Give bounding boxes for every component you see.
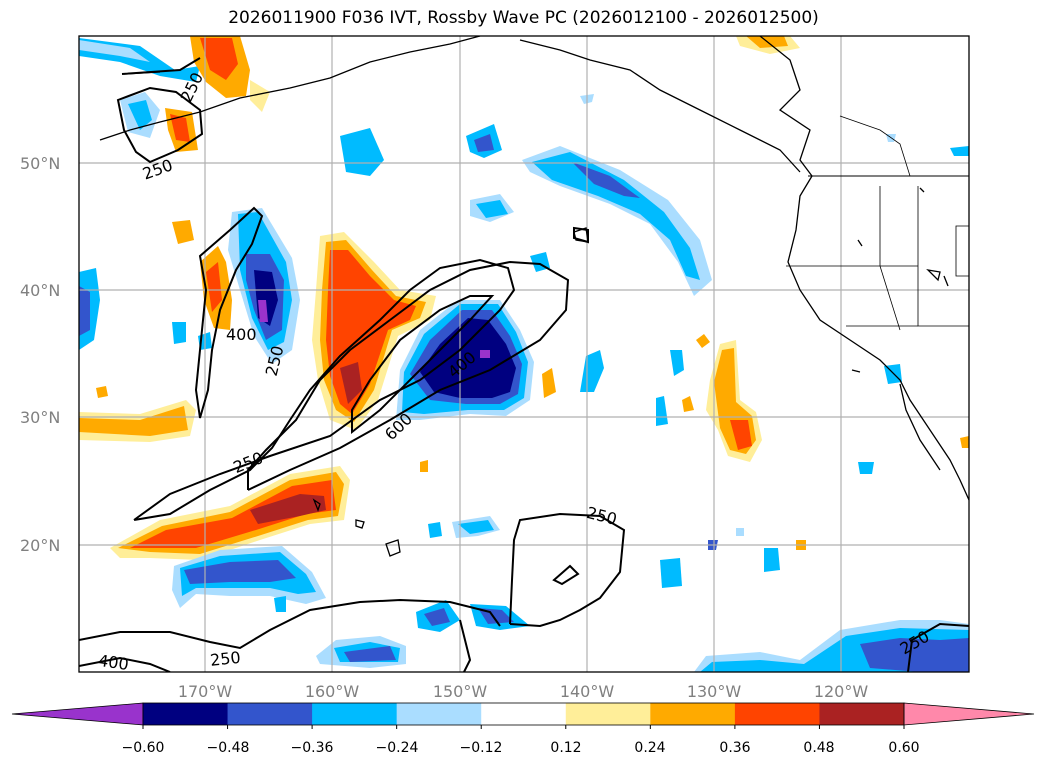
colorbar [11, 702, 1035, 729]
colorbar-extend-min [11, 702, 144, 726]
lon-label: 120°W [814, 682, 869, 701]
map-title: 2026011900 F036 IVT, Rossby Wave PC (202… [228, 8, 819, 28]
colorbar-tick-label: −0.36 [291, 740, 334, 756]
map-content: 250 250 250 250 250 250 400 400 400 600 … [79, 36, 969, 674]
colorbar-tick-label: −0.48 [207, 740, 250, 756]
colorbar-tick-label: 0.12 [550, 740, 581, 756]
lat-labels: 50°N 40°N 30°N 20°N [20, 154, 60, 555]
contour-label: 400 [97, 651, 130, 674]
colorbar-segment [565, 703, 651, 725]
lon-label: 160°W [305, 682, 360, 701]
contour-label: 250 [209, 648, 241, 670]
lat-label: 40°N [20, 281, 60, 300]
lon-label: 170°W [178, 682, 233, 701]
ivt-contours [79, 57, 969, 672]
colorbar-segment [143, 703, 229, 725]
lon-label: 140°W [560, 682, 615, 701]
colorbar-tick-label: 0.24 [634, 740, 665, 756]
colorbar-extend-max [903, 702, 1035, 726]
colorbar-frame [142, 702, 905, 726]
colorbar-tick-label: 0.36 [719, 740, 750, 756]
colorbar-segment [481, 703, 567, 725]
lat-label: 20°N [20, 536, 60, 555]
colorbar-segment [396, 703, 482, 725]
colorbar-segment [312, 703, 398, 725]
colorbar-segment [819, 703, 905, 725]
colorbar-tick-label: 0.60 [888, 740, 919, 756]
colorbar-segment [734, 703, 820, 725]
colorbar-segment [227, 703, 313, 725]
lon-labels: 170°W 160°W 150°W 140°W 130°W 120°W [178, 682, 869, 701]
lat-label: 50°N [20, 154, 60, 173]
colorbar-tick-label: −0.60 [122, 740, 165, 756]
colorbar-tick-label: 0.48 [803, 740, 834, 756]
lon-label: 150°W [433, 682, 488, 701]
contour-label: 400 [226, 325, 257, 344]
colorbar-ticks: −0.60 −0.48 −0.36 −0.24 −0.12 0.12 0.24 … [122, 740, 920, 756]
lon-label: 130°W [687, 682, 742, 701]
map-frame [78, 35, 970, 673]
lat-label: 30°N [20, 408, 60, 427]
colorbar-tick-label: −0.24 [376, 740, 419, 756]
colorbar-tick-label: −0.12 [460, 740, 503, 756]
colorbar-segment [650, 703, 736, 725]
